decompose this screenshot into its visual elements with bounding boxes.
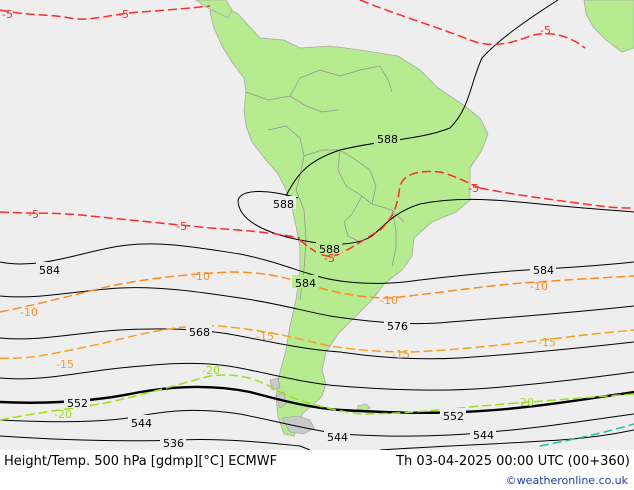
temp-label: -20: [516, 396, 534, 409]
temp-label: -15: [56, 358, 74, 371]
temp-label: -5: [468, 182, 479, 195]
south-america-landmass: [209, 0, 489, 437]
temp-label: -10: [20, 306, 38, 319]
temp-label: -10: [380, 294, 398, 307]
source-credit-link[interactable]: ©weatheronline.co.uk: [505, 474, 628, 487]
temp-label: -10: [192, 270, 210, 283]
height-label: 568: [189, 326, 210, 339]
height-contour-576: [0, 287, 634, 325]
temp-contour-minus15: [0, 324, 634, 360]
temp-contour-minus20: [0, 374, 634, 421]
height-labels: 588 588 588 584 584 584 576 568 552 552 …: [36, 131, 556, 450]
tierra-del-fuego: [269, 377, 315, 435]
height-label: 544: [473, 429, 494, 442]
height-label: 544: [131, 417, 152, 430]
temp-label: -15: [538, 336, 556, 349]
temp-label: -5: [324, 252, 335, 265]
height-label: 588: [319, 243, 340, 256]
height-label: 544: [327, 431, 348, 444]
temp-contour-minus5-north-left: [0, 5, 211, 20]
temp-contour-minus5-inland: [299, 170, 481, 258]
map-canvas: 588 588 588 584 584 584 576 568 552 552 …: [0, 0, 634, 450]
height-label: 536: [163, 437, 184, 450]
valid-time: Th 03-04-2025 00:00 UTC (00+360): [396, 454, 630, 469]
map-title: Height/Temp. 500 hPa [gdmp][°C] ECMWF: [4, 454, 278, 469]
height-label: 588: [377, 133, 398, 146]
temp-label: -5: [176, 220, 187, 233]
temp-label: -15: [256, 330, 274, 343]
height-contour-552[interactable]: [0, 385, 634, 415]
height-contours: [0, 0, 634, 450]
temp-contour-minus5-north-right: [359, 0, 586, 49]
africa-fragment: [583, 0, 634, 53]
temp-label: -10: [530, 280, 548, 293]
height-contour-568: [0, 328, 634, 360]
temp-contour-minus25: [539, 423, 634, 447]
temp-label: -5: [118, 8, 129, 21]
height-label: 552: [67, 397, 88, 410]
temp-label: -20: [54, 408, 72, 421]
temp-label: -20: [202, 364, 220, 377]
height-contour-588-loop: [237, 191, 634, 245]
land-layer: [195, 0, 634, 437]
height-label: 584: [533, 264, 554, 277]
height-label: 576: [387, 320, 408, 333]
north-america-fragment: [195, 0, 233, 19]
temp-label: -5: [2, 8, 13, 21]
height-contour-544: [0, 409, 634, 437]
temp-label: -5: [28, 208, 39, 221]
map-footer: Height/Temp. 500 hPa [gdmp][°C] ECMWF Th…: [0, 450, 634, 490]
temp-label: -15: [392, 348, 410, 361]
temp-label: -5: [540, 24, 551, 37]
height-label: 584: [39, 264, 60, 277]
temp-contour-minus5-mid: [0, 211, 301, 239]
height-contour-588-north: [285, 0, 559, 197]
map-panel: 588 588 588 584 584 584 576 568 552 552 …: [0, 0, 634, 450]
height-label: 588: [273, 198, 294, 211]
temp-contour-minus5-east: [479, 187, 634, 209]
height-label: 552: [443, 410, 464, 423]
height-contour-560: [0, 362, 634, 391]
temp-labels: -5 -5 -5 -5 -5 -5 -5 -10 -10 -10 -10 -15…: [2, 8, 556, 421]
height-label: 584: [295, 277, 316, 290]
